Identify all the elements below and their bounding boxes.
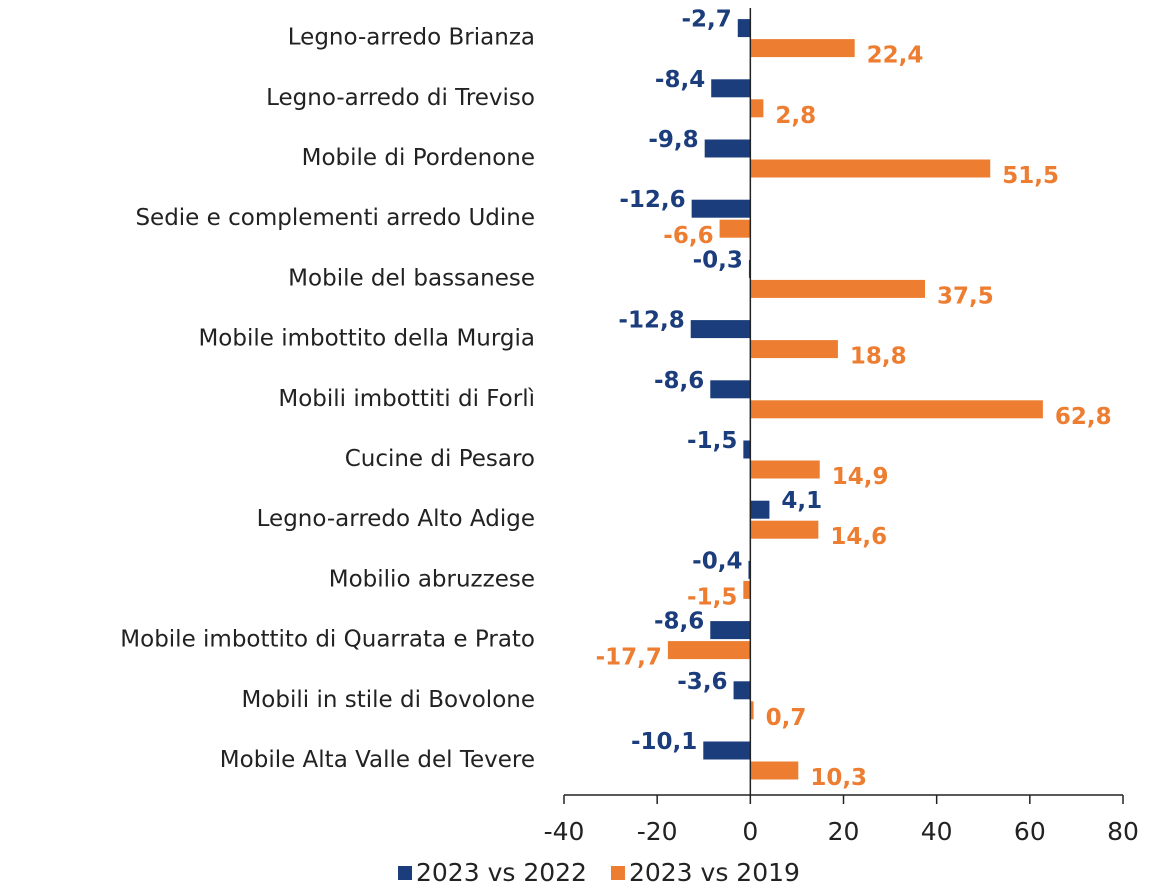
value-label: -2,7 — [681, 7, 731, 33]
bar — [690, 320, 751, 339]
bar — [737, 19, 751, 38]
value-label: 2,8 — [775, 103, 816, 129]
bar — [667, 641, 751, 660]
value-label: -12,8 — [618, 308, 684, 334]
category-label: Mobile Alta Valle del Tevere — [220, 747, 535, 773]
value-label: 0,7 — [766, 705, 807, 731]
value-label: 22,4 — [867, 43, 924, 69]
value-label: -8,4 — [655, 67, 705, 93]
bar — [743, 580, 751, 599]
value-label: -9,8 — [648, 127, 698, 153]
bar — [691, 199, 751, 218]
bar — [719, 219, 751, 238]
bar — [750, 279, 926, 298]
legend-swatch — [610, 866, 625, 880]
x-tick-label: 20 — [828, 817, 860, 846]
bar — [710, 621, 751, 640]
value-label: 18,8 — [850, 344, 907, 370]
x-tick-label: 80 — [1107, 817, 1139, 846]
category-label: Legno-arredo Alto Adige — [257, 506, 535, 532]
bar — [750, 460, 820, 479]
legend-label: 2023 vs 2022 — [416, 858, 587, 887]
value-label: 37,5 — [937, 283, 994, 309]
bar — [750, 400, 1043, 419]
value-label: -12,6 — [619, 187, 685, 213]
bar — [704, 139, 751, 158]
bar — [733, 681, 751, 700]
value-label: -3,6 — [677, 669, 727, 695]
bar — [750, 99, 764, 118]
category-label: Mobilio abruzzese — [329, 566, 535, 592]
value-label: -10,1 — [631, 729, 697, 755]
category-label: Mobile imbottito della Murgia — [198, 326, 535, 352]
value-label: 62,8 — [1055, 404, 1112, 430]
value-label: 10,3 — [810, 765, 867, 791]
category-label: Mobile di Pordenone — [302, 145, 535, 171]
x-tick-label: 40 — [921, 817, 953, 846]
category-label: Mobile del bassanese — [288, 265, 535, 291]
bar — [750, 39, 855, 58]
value-label: 51,5 — [1002, 163, 1059, 189]
legend-swatch — [398, 866, 412, 880]
value-label: -17,7 — [596, 645, 662, 671]
bar — [750, 520, 819, 539]
legend-label: 2023 vs 2019 — [629, 858, 800, 887]
category-label: Mobili in stile di Bovolone — [241, 687, 535, 713]
x-tick-label: 0 — [742, 817, 758, 846]
bar — [750, 340, 838, 359]
value-label: -6,6 — [663, 223, 713, 249]
x-tick-label: -40 — [544, 817, 585, 846]
bar — [703, 741, 751, 760]
value-label: 4,1 — [781, 488, 822, 514]
value-label: -0,3 — [693, 247, 743, 273]
category-label: Legno-arredo di Treviso — [266, 85, 535, 111]
category-label: Sedie e complementi arredo Udine — [135, 205, 535, 231]
x-tick-label: 60 — [1014, 817, 1046, 846]
x-tick-label: -20 — [637, 817, 678, 846]
category-label: Mobile imbottito di Quarrata e Prato — [120, 627, 535, 653]
value-label: -0,4 — [692, 548, 742, 574]
bar — [750, 761, 799, 780]
value-label: -8,6 — [654, 609, 704, 635]
bar — [748, 560, 751, 579]
value-label: 14,6 — [830, 524, 887, 550]
bar — [711, 79, 751, 98]
value-label: -1,5 — [687, 584, 737, 610]
value-label: -1,5 — [687, 428, 737, 454]
bar — [750, 500, 770, 519]
bar — [710, 380, 751, 399]
value-label: -8,6 — [654, 368, 704, 394]
value-label: 14,9 — [832, 464, 889, 490]
bar — [750, 159, 991, 178]
category-label: Cucine di Pesaro — [345, 446, 535, 472]
bar — [743, 440, 751, 459]
category-label: Mobili imbottiti di Forlì — [278, 386, 535, 412]
category-label: Legno-arredo Brianza — [288, 25, 535, 51]
bar — [750, 701, 754, 720]
